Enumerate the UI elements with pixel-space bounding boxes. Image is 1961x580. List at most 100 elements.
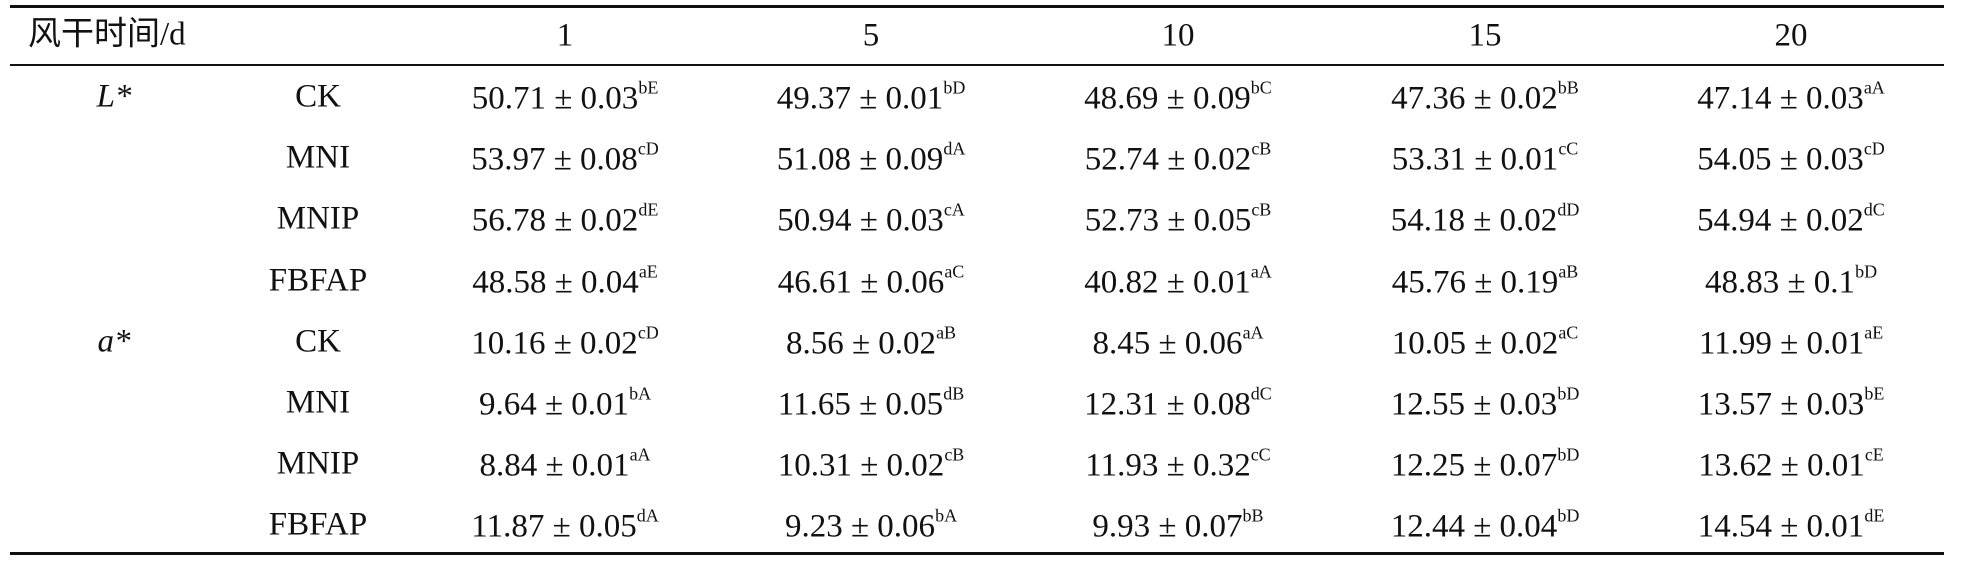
cell: 49.37 ± 0.01bD bbox=[777, 79, 966, 116]
cell-superscript: dC bbox=[1863, 199, 1885, 220]
cell: 48.69 ± 0.09bC bbox=[1084, 79, 1272, 116]
cell: 12.31 ± 0.08dC bbox=[1084, 385, 1272, 422]
cell-superscript: bD bbox=[1557, 444, 1580, 465]
treatment: MNI bbox=[285, 139, 351, 176]
cell-superscript: bE bbox=[638, 77, 659, 98]
cell: 56.78 ± 0.02dE bbox=[472, 201, 659, 238]
cell-superscript: aA bbox=[1242, 322, 1264, 343]
cell: 50.94 ± 0.03cA bbox=[777, 201, 965, 238]
cell: 11.65 ± 0.05dB bbox=[778, 385, 964, 422]
treatment: MNIP bbox=[276, 200, 360, 237]
cell: 11.87 ± 0.05dA bbox=[471, 507, 658, 544]
cell-value: 40.82 ± 0.01 bbox=[1084, 264, 1251, 301]
cell-superscript: cE bbox=[1864, 444, 1884, 465]
cell-superscript: cC bbox=[1558, 138, 1579, 159]
cell-value: 50.71 ± 0.03 bbox=[471, 80, 639, 117]
group-label: a* bbox=[97, 323, 131, 360]
cell-value: 8.56 ± 0.02 bbox=[785, 325, 937, 362]
cell-value: 52.73 ± 0.05 bbox=[1084, 202, 1252, 239]
cell-superscript: dE bbox=[638, 199, 659, 220]
cell-superscript: bC bbox=[1250, 77, 1272, 98]
cell-superscript: aB bbox=[1558, 261, 1579, 282]
cell-superscript: bE bbox=[1864, 383, 1885, 404]
cell: 13.57 ± 0.03bE bbox=[1698, 385, 1885, 422]
cell-value: 13.57 ± 0.03 bbox=[1697, 386, 1865, 423]
cell: 47.36 ± 0.02bB bbox=[1391, 79, 1579, 116]
cell-superscript: bD bbox=[1557, 383, 1580, 404]
header-cell: 5 bbox=[862, 17, 880, 54]
cell-value: 53.97 ± 0.08 bbox=[471, 141, 638, 178]
cell-superscript: bD bbox=[943, 77, 966, 98]
cell: 13.62 ± 0.01cE bbox=[1698, 446, 1884, 483]
treatment: CK bbox=[295, 78, 341, 115]
cell-superscript: bB bbox=[1242, 505, 1264, 526]
cell: 14.54 ± 0.01dE bbox=[1698, 507, 1885, 544]
cell-value: 10.31 ± 0.02 bbox=[777, 447, 945, 484]
cell: 8.84 ± 0.01aA bbox=[479, 446, 650, 483]
cell-superscript: dB bbox=[943, 383, 965, 404]
cell: 11.93 ± 0.32cC bbox=[1085, 446, 1270, 483]
cell: 10.31 ± 0.02cB bbox=[778, 446, 965, 483]
cell: 9.93 ± 0.07bB bbox=[1092, 507, 1263, 544]
cell: 12.55 ± 0.03bD bbox=[1391, 385, 1580, 422]
cell-value: 10.05 ± 0.02 bbox=[1391, 325, 1559, 362]
header-cell: 1 bbox=[556, 17, 574, 54]
cell-value: 8.45 ± 0.06 bbox=[1092, 325, 1243, 362]
cell-superscript: cD bbox=[1863, 138, 1885, 159]
cell-value: 48.83 ± 0.1 bbox=[1704, 264, 1856, 301]
cell-value: 9.23 ± 0.06 bbox=[784, 508, 936, 545]
cell: 54.94 ± 0.02dC bbox=[1697, 201, 1885, 238]
cell-superscript: cB bbox=[944, 444, 965, 465]
cell: 48.58 ± 0.04aE bbox=[472, 262, 658, 299]
cell-value: 48.69 ± 0.09 bbox=[1084, 80, 1251, 117]
cell-superscript: aA bbox=[629, 444, 651, 465]
cell: 8.45 ± 0.06aA bbox=[1092, 323, 1263, 360]
cell-superscript: cC bbox=[1250, 444, 1271, 465]
cell-value: 11.99 ± 0.01 bbox=[1698, 325, 1865, 362]
cell-value: 46.61 ± 0.06 bbox=[777, 264, 945, 301]
cell-superscript: dE bbox=[1864, 505, 1885, 526]
cell-superscript: bB bbox=[1557, 77, 1579, 98]
cell-superscript: aC bbox=[944, 261, 965, 282]
cell-value: 45.76 ± 0.19 bbox=[1391, 264, 1559, 301]
cell-superscript: bA bbox=[629, 383, 652, 404]
cell-superscript: bD bbox=[1855, 261, 1878, 282]
cell: 10.16 ± 0.02cD bbox=[471, 323, 659, 360]
cell-value: 53.31 ± 0.01 bbox=[1391, 141, 1559, 178]
cell: 47.14 ± 0.03aA bbox=[1697, 79, 1885, 116]
cell: 9.64 ± 0.01bA bbox=[479, 385, 651, 422]
cell-superscript: aB bbox=[936, 322, 957, 343]
header-cell: 风干时间/d bbox=[28, 16, 186, 53]
cell-value: 13.62 ± 0.01 bbox=[1698, 447, 1865, 484]
cell-superscript: aA bbox=[1250, 261, 1272, 282]
treatment: MNIP bbox=[276, 445, 360, 482]
cell-value: 50.94 ± 0.03 bbox=[777, 202, 944, 239]
cell: 46.61 ± 0.06aC bbox=[778, 262, 965, 299]
treatment: FBFAP bbox=[268, 262, 368, 299]
cell: 50.71 ± 0.03bE bbox=[472, 79, 659, 116]
bottom-rule bbox=[10, 552, 1944, 555]
header-rule bbox=[10, 64, 1944, 66]
cell: 11.99 ± 0.01aE bbox=[1699, 323, 1883, 360]
cell-superscript: cB bbox=[1251, 199, 1272, 220]
cell-value: 51.08 ± 0.09 bbox=[776, 141, 944, 178]
treatment: FBFAP bbox=[268, 506, 368, 543]
cell: 12.44 ± 0.04bD bbox=[1391, 507, 1580, 544]
cell-value: 11.65 ± 0.05 bbox=[777, 386, 944, 423]
cell: 45.76 ± 0.19aB bbox=[1392, 262, 1579, 299]
cell-value: 49.37 ± 0.01 bbox=[776, 80, 944, 117]
treatment: MNI bbox=[285, 384, 351, 421]
cell-superscript: dA bbox=[636, 505, 659, 526]
cell-superscript: aE bbox=[638, 261, 658, 282]
cell: 48.83 ± 0.1bD bbox=[1705, 262, 1877, 299]
cell-value: 9.64 ± 0.01 bbox=[478, 386, 630, 423]
cell-superscript: aA bbox=[1863, 77, 1885, 98]
cell-value: 47.14 ± 0.03 bbox=[1697, 80, 1864, 117]
cell: 9.23 ± 0.06bA bbox=[785, 507, 957, 544]
header-cell: 10 bbox=[1161, 17, 1195, 54]
group-label: L* bbox=[96, 78, 132, 115]
cell: 53.31 ± 0.01cC bbox=[1392, 140, 1579, 177]
cell: 10.05 ± 0.02aC bbox=[1392, 323, 1579, 360]
cell-value: 11.87 ± 0.05 bbox=[471, 508, 637, 545]
